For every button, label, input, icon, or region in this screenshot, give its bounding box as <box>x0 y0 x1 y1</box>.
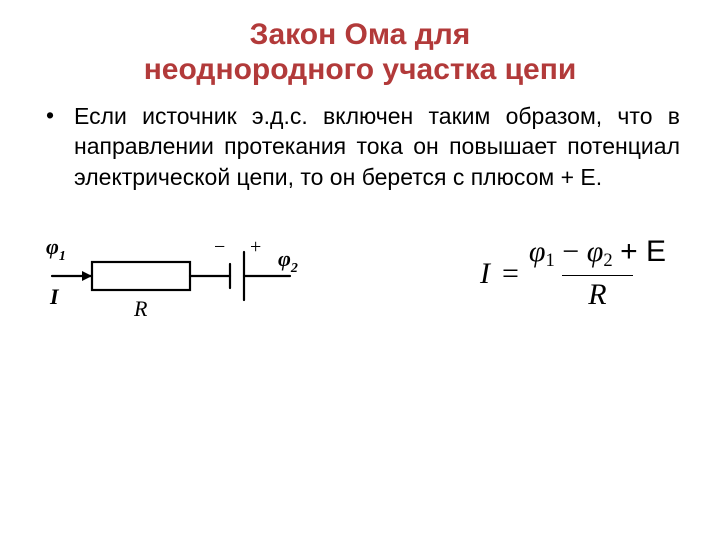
circuit-diagram: φ1 I R − + φ2 <box>40 216 320 331</box>
num-plusE: + E <box>620 235 666 268</box>
num-sub1: 1 <box>546 251 555 272</box>
title-line1: Закон Ома для <box>250 18 471 51</box>
bullet-text: Если источник э.д.с. включен таким образ… <box>74 101 680 192</box>
bullet-item: • Если источник э.д.с. включен таким обр… <box>40 101 680 192</box>
num-phi2: φ <box>587 235 604 268</box>
label-R: R <box>133 296 148 321</box>
svg-text:φ2: φ2 <box>278 246 298 276</box>
label-plus: + <box>250 236 261 258</box>
label-phi1: φ <box>46 234 59 259</box>
label-I: I <box>49 284 60 309</box>
formula-I: I <box>480 257 490 291</box>
label-minus: − <box>214 236 225 258</box>
svg-text:φ1: φ1 <box>46 234 66 264</box>
bullet-marker: • <box>40 101 74 131</box>
formula-fraction: φ1 − φ2 + E R <box>525 235 670 311</box>
formula: I = φ1 − φ2 + E R <box>480 235 670 311</box>
content-row: φ1 I R − + φ2 I = φ1 − φ2 <box>40 216 680 331</box>
formula-numerator: φ1 − φ2 + E <box>525 235 670 274</box>
formula-eq: = <box>502 257 519 291</box>
title-line2: неоднородного участка цепи <box>144 53 577 86</box>
num-phi1: φ <box>529 235 546 268</box>
label-phi2: φ <box>278 246 291 271</box>
slide-title: Закон Ома для неоднородного участка цепи <box>40 18 680 87</box>
label-phi2-sub: 2 <box>290 261 298 276</box>
circuit-svg: φ1 I R − + φ2 <box>40 216 320 326</box>
num-sub2: 2 <box>603 251 612 272</box>
formula-denominator: R <box>562 275 632 312</box>
label-phi1-sub: 1 <box>59 249 66 264</box>
num-minus: − <box>562 235 579 268</box>
